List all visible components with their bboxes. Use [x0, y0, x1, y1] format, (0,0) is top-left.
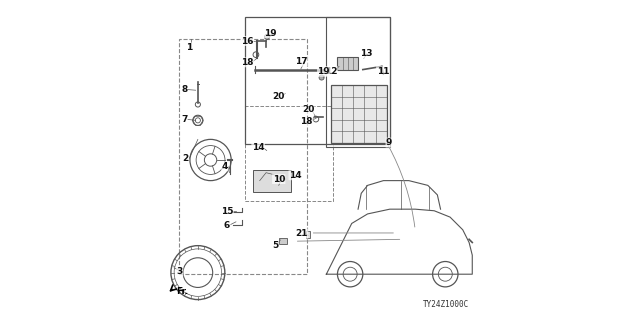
Text: 9: 9 — [386, 138, 392, 147]
Text: 6: 6 — [224, 221, 230, 230]
Text: 20: 20 — [272, 92, 284, 101]
Text: 18: 18 — [241, 58, 254, 67]
Text: 4: 4 — [221, 162, 228, 171]
Text: 14: 14 — [252, 143, 264, 152]
Bar — [279, 238, 287, 244]
Bar — [337, 57, 358, 69]
Text: 18: 18 — [300, 117, 313, 126]
Text: 5: 5 — [273, 241, 278, 250]
Bar — [253, 170, 291, 192]
Text: 2: 2 — [182, 154, 188, 163]
Bar — [306, 231, 310, 238]
Text: 19: 19 — [317, 67, 330, 76]
Text: 15: 15 — [221, 207, 234, 216]
Text: 10: 10 — [273, 174, 285, 184]
Text: 19: 19 — [264, 28, 277, 38]
Text: 1: 1 — [186, 43, 193, 52]
Bar — [331, 85, 387, 142]
Text: 12: 12 — [325, 67, 337, 76]
Text: 8: 8 — [181, 85, 188, 94]
Text: 3: 3 — [177, 267, 183, 276]
Circle shape — [319, 75, 324, 80]
Text: 7: 7 — [181, 115, 188, 124]
Text: 17: 17 — [294, 57, 307, 66]
Text: TY24Z1000C: TY24Z1000C — [423, 300, 469, 309]
Text: 21: 21 — [295, 229, 308, 238]
Text: 11: 11 — [376, 67, 389, 76]
Text: 20: 20 — [301, 105, 314, 114]
Text: 13: 13 — [360, 49, 372, 58]
Text: 14: 14 — [289, 171, 301, 180]
Text: 16: 16 — [241, 36, 253, 45]
Circle shape — [264, 34, 269, 39]
Text: Fr.: Fr. — [177, 287, 189, 296]
